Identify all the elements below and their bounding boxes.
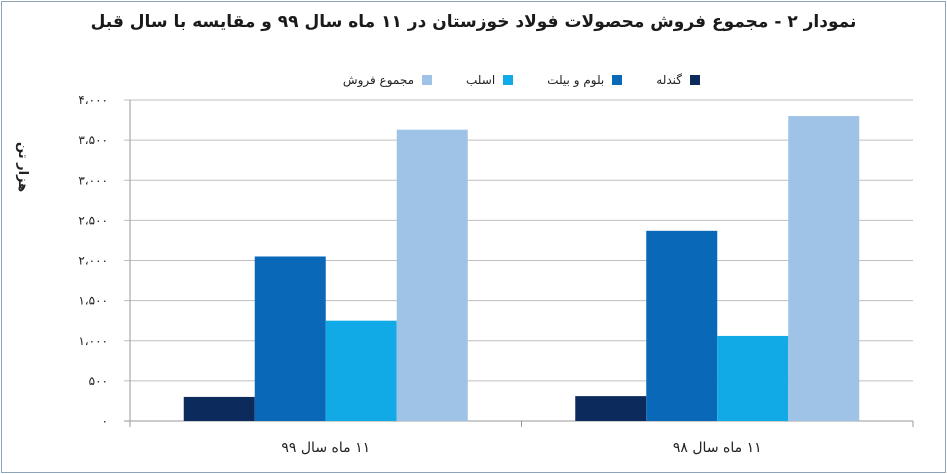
legend-item: اسلب [466,70,514,90]
chart-title: نمودار ۲ - مجموع فروش محصولات فولاد خوزس… [90,12,857,32]
y-tick-label: ۲،۵۰۰ [78,213,108,227]
bar-0-1 [575,396,647,421]
y-axis-label: هزار تن [15,141,30,192]
legend-item: مجموع فروش [342,70,433,90]
legend-swatch [612,75,623,85]
bar-3-0 [396,129,468,421]
bar-2-0 [325,320,397,421]
bar-0-0 [183,396,255,421]
legend-item: بلوم و بیلت [547,70,623,90]
bar-1-0 [254,256,326,421]
y-tick-label: ۱،۰۰۰ [78,334,108,348]
bar-1-1 [646,230,718,421]
y-tick-label: ۳،۵۰۰ [78,133,108,147]
chart-legend: گندله بلوم و بیلت اسلب مجموع فروش [260,70,700,90]
bar-2-1 [717,335,789,421]
y-tick-label: ۲،۰۰۰ [78,254,108,268]
y-tick-label: ۰ [102,414,108,428]
y-tick-label: ۵۰۰ [89,374,108,388]
y-tick-label: ۴،۰۰۰ [78,93,108,107]
legend-label: گندله [656,73,682,87]
y-tick-label: ۱،۵۰۰ [78,294,108,308]
bar-3-1 [788,116,860,422]
x-category-label: ۱۱ ماه سال ۹۸ [673,440,762,456]
legend-label: اسلب [466,73,496,87]
legend-swatch [503,75,514,85]
legend-swatch [690,75,700,85]
legend-swatch [422,75,433,85]
legend-label: مجموع فروش [342,73,415,87]
legend-item: گندله [656,70,700,90]
legend-label: بلوم و بیلت [547,73,605,87]
x-category-label: ۱۱ ماه سال ۹۹ [281,440,370,456]
y-tick-label: ۳،۰۰۰ [78,173,108,187]
